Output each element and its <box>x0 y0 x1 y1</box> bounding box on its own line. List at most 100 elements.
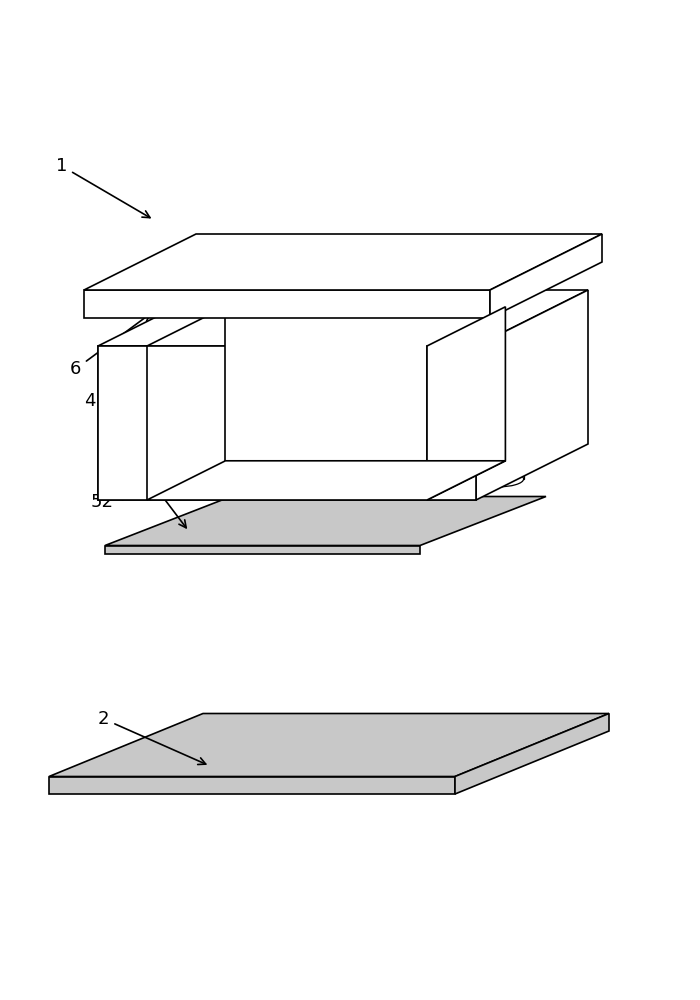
Ellipse shape <box>392 360 405 364</box>
Polygon shape <box>476 290 588 500</box>
Ellipse shape <box>426 354 480 370</box>
Polygon shape <box>84 234 602 290</box>
Polygon shape <box>437 344 490 442</box>
Ellipse shape <box>218 434 272 450</box>
Ellipse shape <box>426 452 480 468</box>
Polygon shape <box>225 307 505 461</box>
Polygon shape <box>208 362 261 460</box>
Ellipse shape <box>262 354 316 370</box>
Ellipse shape <box>238 342 252 346</box>
Ellipse shape <box>481 452 534 468</box>
Ellipse shape <box>373 377 402 385</box>
Ellipse shape <box>428 377 457 385</box>
Ellipse shape <box>482 377 512 385</box>
Ellipse shape <box>438 358 468 367</box>
Polygon shape <box>262 362 316 460</box>
Polygon shape <box>98 346 476 500</box>
Ellipse shape <box>252 471 305 487</box>
Text: 4: 4 <box>84 391 186 528</box>
Ellipse shape <box>361 373 414 389</box>
Polygon shape <box>84 290 490 318</box>
Ellipse shape <box>318 377 348 385</box>
Ellipse shape <box>470 373 524 389</box>
Ellipse shape <box>272 379 286 383</box>
Text: 1: 1 <box>56 157 150 218</box>
Polygon shape <box>197 381 251 479</box>
Text: 5: 5 <box>105 454 149 473</box>
Polygon shape <box>416 381 469 479</box>
Ellipse shape <box>264 377 293 385</box>
Ellipse shape <box>435 379 449 383</box>
Polygon shape <box>426 362 480 460</box>
Ellipse shape <box>220 358 249 367</box>
Ellipse shape <box>217 379 231 383</box>
Ellipse shape <box>416 373 469 389</box>
Polygon shape <box>218 344 272 442</box>
Ellipse shape <box>347 342 361 346</box>
Ellipse shape <box>197 373 251 389</box>
Ellipse shape <box>491 336 545 352</box>
Polygon shape <box>147 461 505 500</box>
Ellipse shape <box>317 452 370 468</box>
Polygon shape <box>427 307 505 500</box>
Text: 2: 2 <box>98 710 206 765</box>
Ellipse shape <box>382 379 395 383</box>
Polygon shape <box>317 362 370 460</box>
Ellipse shape <box>394 339 424 348</box>
Text: 6: 6 <box>70 314 150 378</box>
Polygon shape <box>481 362 534 460</box>
Ellipse shape <box>416 471 469 487</box>
Ellipse shape <box>317 354 370 370</box>
Ellipse shape <box>293 342 307 346</box>
Polygon shape <box>328 344 381 442</box>
Polygon shape <box>307 381 360 479</box>
Ellipse shape <box>382 434 435 450</box>
Ellipse shape <box>503 339 533 348</box>
Ellipse shape <box>208 452 261 468</box>
Polygon shape <box>147 307 505 346</box>
Ellipse shape <box>361 471 414 487</box>
Ellipse shape <box>307 373 360 389</box>
Ellipse shape <box>228 360 241 364</box>
Polygon shape <box>491 344 545 442</box>
Ellipse shape <box>326 379 340 383</box>
Ellipse shape <box>372 354 425 370</box>
Ellipse shape <box>384 358 413 367</box>
Ellipse shape <box>285 339 314 348</box>
Polygon shape <box>455 714 609 794</box>
Polygon shape <box>361 381 414 479</box>
Ellipse shape <box>273 434 326 450</box>
Polygon shape <box>273 344 326 442</box>
Ellipse shape <box>337 360 350 364</box>
Ellipse shape <box>307 471 360 487</box>
Polygon shape <box>105 546 420 554</box>
Ellipse shape <box>340 339 369 348</box>
Text: 52: 52 <box>91 493 129 511</box>
Ellipse shape <box>456 342 470 346</box>
Polygon shape <box>98 290 588 346</box>
Ellipse shape <box>372 452 425 468</box>
Ellipse shape <box>470 471 524 487</box>
Ellipse shape <box>437 336 490 352</box>
Ellipse shape <box>481 354 534 370</box>
Ellipse shape <box>491 434 545 450</box>
Polygon shape <box>382 344 435 442</box>
Polygon shape <box>470 381 524 479</box>
Polygon shape <box>105 496 546 546</box>
Polygon shape <box>427 346 476 500</box>
Polygon shape <box>490 234 602 318</box>
Polygon shape <box>49 714 609 776</box>
Ellipse shape <box>218 336 272 352</box>
Ellipse shape <box>493 358 522 367</box>
Ellipse shape <box>209 377 239 385</box>
Ellipse shape <box>262 452 316 468</box>
Ellipse shape <box>252 373 305 389</box>
Ellipse shape <box>273 336 326 352</box>
Ellipse shape <box>329 358 358 367</box>
Ellipse shape <box>328 336 381 352</box>
Ellipse shape <box>511 342 525 346</box>
Text: 51: 51 <box>369 414 527 452</box>
Ellipse shape <box>283 360 295 364</box>
Text: 3: 3 <box>161 346 208 426</box>
Ellipse shape <box>449 339 478 348</box>
